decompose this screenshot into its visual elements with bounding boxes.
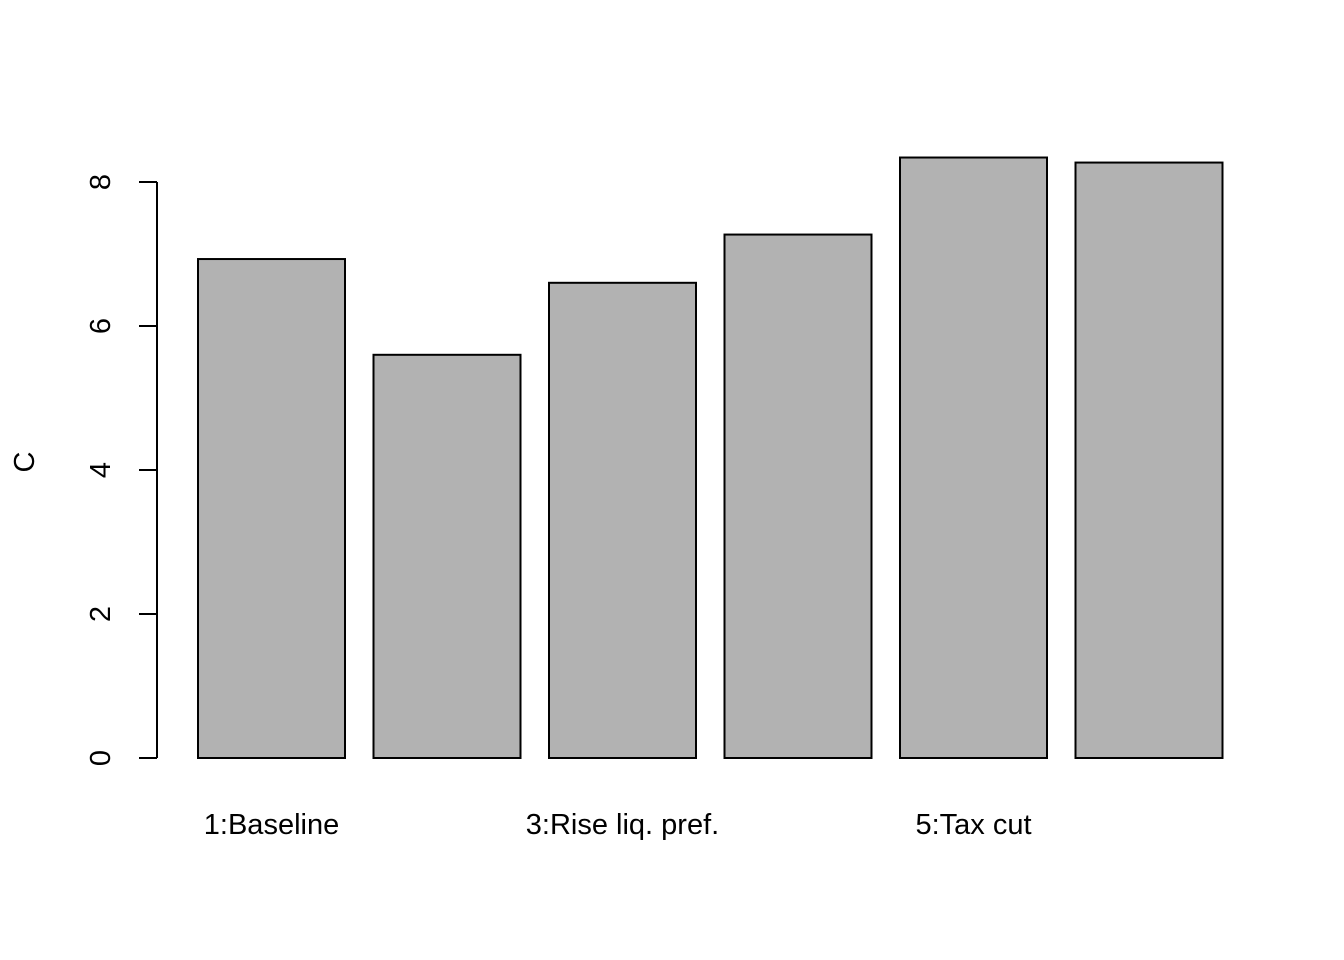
y-tick-label: 8 (85, 174, 117, 190)
bar (548, 281, 697, 759)
category-label: 5:Tax cut (915, 809, 1031, 841)
bar (723, 233, 873, 759)
y-tick-label: 0 (85, 750, 117, 766)
category-label: 3:Rise liq. pref. (526, 809, 719, 841)
y-tick-label: 6 (85, 318, 117, 334)
category-label: 1:Baseline (204, 809, 339, 841)
bar (372, 353, 522, 759)
bars (197, 156, 1224, 759)
bar (899, 156, 1048, 759)
y-axis-title: C (9, 452, 41, 473)
y-tick-label: 4 (85, 462, 117, 478)
x-axis-labels: 1:Baseline 3:Rise liq. pref. 5:Tax cut (204, 809, 1032, 841)
bar (197, 258, 346, 759)
y-axis: 0 2 4 6 8 (85, 174, 158, 766)
y-tick-label: 2 (85, 606, 117, 622)
bar (1074, 161, 1224, 759)
